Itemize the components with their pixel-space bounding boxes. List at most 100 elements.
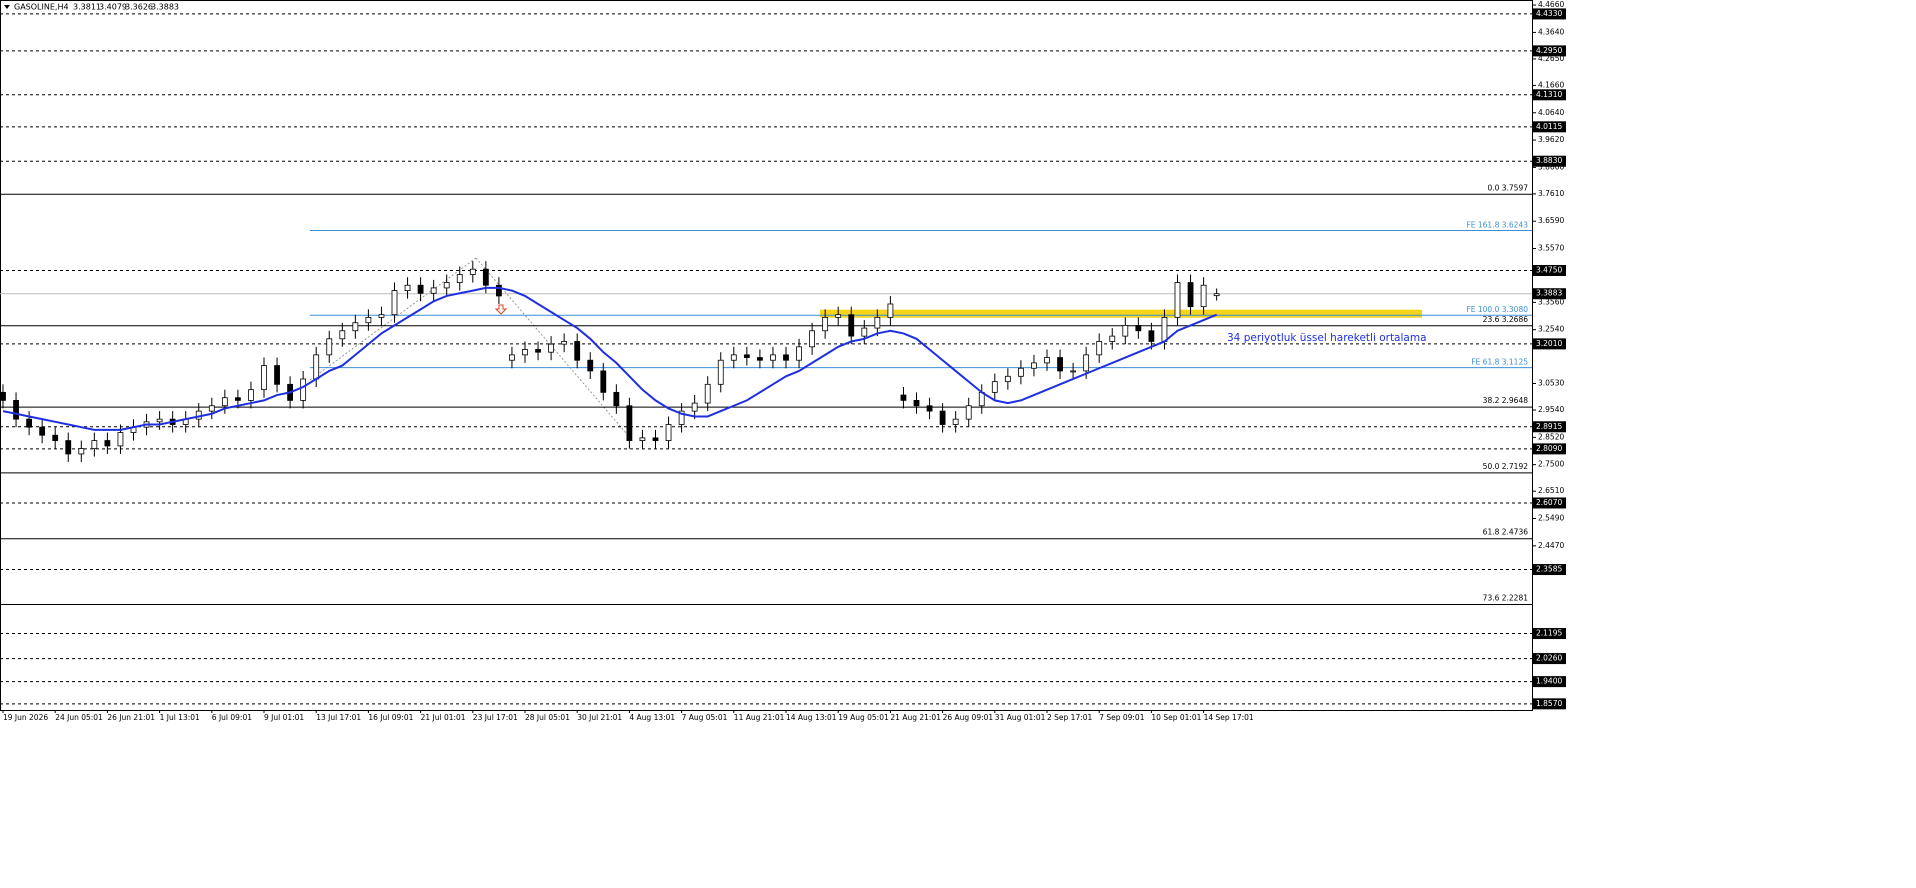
x-tick-label: 14 Aug 13:01	[786, 713, 837, 722]
x-tick-label: 19 Jun 2026	[3, 713, 48, 722]
level-box	[1533, 497, 1566, 509]
candle-body	[78, 448, 85, 455]
level-label: 3.3883	[1536, 289, 1562, 298]
candle-body	[1122, 325, 1129, 337]
x-tick-label: 11 Aug 21:01	[734, 713, 785, 722]
candle-body	[313, 354, 320, 380]
candle-body	[13, 399, 19, 420]
candle-body	[600, 370, 607, 393]
level-box	[1533, 653, 1566, 665]
level-label: 4.4330	[1536, 9, 1562, 18]
level-label: 3.8830	[1536, 156, 1562, 165]
y-tick-label: 4.1660	[1538, 80, 1564, 89]
candle-body	[326, 338, 333, 356]
candle-body	[1044, 357, 1050, 364]
candle-body	[443, 282, 450, 289]
y-tick-label: 2.4470	[1538, 541, 1564, 550]
candle-body	[1174, 282, 1181, 318]
level-label: 2.8090	[1536, 444, 1562, 453]
y-tick-label: 3.2540	[1538, 325, 1564, 334]
level-label: 2.6070	[1536, 498, 1562, 507]
x-tick-label: 2 Sep 17:01	[1047, 713, 1093, 722]
x-tick-label: 7 Aug 05:01	[682, 713, 728, 722]
candle-body	[574, 341, 581, 361]
level-label: 4.1310	[1536, 90, 1562, 99]
level-box	[1533, 89, 1566, 101]
candle-body	[757, 357, 763, 361]
candle-body	[482, 268, 489, 286]
level-label: 2.8915	[1536, 422, 1562, 431]
candle-body	[261, 365, 267, 391]
chart-title: GASOLINE,H4	[14, 3, 69, 12]
candle-body	[783, 354, 789, 361]
y-tick-label: 3.5570	[1538, 244, 1564, 253]
candle-body	[208, 405, 215, 412]
candle-body	[626, 405, 633, 441]
candle-body	[770, 354, 776, 361]
candle-body	[913, 399, 920, 407]
candle-body	[1135, 325, 1142, 332]
candle-body	[652, 437, 659, 441]
candle-body	[417, 284, 424, 294]
candle-body	[234, 397, 241, 401]
candle-body	[1004, 375, 1011, 383]
candle-body	[587, 359, 594, 372]
menu-icon	[4, 5, 10, 9]
candle-body	[1070, 370, 1076, 373]
level-label: 4.0115	[1536, 122, 1562, 131]
y-tick-label: 4.2650	[1538, 54, 1564, 63]
candle-body	[509, 354, 515, 361]
x-tick-label: 9 Jul 01:01	[264, 713, 304, 722]
level-label: 4.2950	[1536, 46, 1562, 55]
y-tick-label: 3.8600	[1538, 162, 1564, 171]
candle-body	[248, 389, 254, 401]
candle-body	[274, 365, 280, 385]
candle-body	[26, 418, 33, 428]
y-tick-label: 2.7500	[1538, 460, 1564, 469]
candle-body	[965, 405, 972, 420]
y-tick-label: 3.0530	[1538, 379, 1564, 388]
candle-body	[300, 378, 307, 401]
candle-body	[221, 397, 228, 407]
y-tick-label: 2.6510	[1538, 486, 1564, 495]
candle-body	[117, 432, 124, 447]
ohlc-open: 3.3811	[73, 3, 101, 12]
y-tick-label: 4.0640	[1538, 108, 1564, 117]
candle-body	[1200, 284, 1207, 308]
fe-label: FE 61.8 3.1125	[1471, 358, 1528, 367]
candle-body	[926, 405, 933, 412]
y-tick-label: 3.7610	[1538, 189, 1564, 198]
candle-body	[991, 381, 998, 393]
ema-line	[2, 286, 1218, 431]
x-tick-label: 13 Jul 17:01	[316, 713, 361, 722]
candle-body	[1109, 335, 1116, 342]
candle-body	[0, 391, 6, 401]
level-label: 2.1195	[1536, 629, 1562, 638]
x-tick-label: 21 Aug 21:01	[890, 713, 941, 722]
candle-body	[104, 440, 111, 447]
candle-body	[887, 303, 894, 318]
level-box	[1533, 698, 1566, 710]
y-tick-label: 4.3640	[1538, 27, 1564, 36]
candle-body	[717, 359, 724, 385]
ohlc-close: 3.3883	[151, 3, 179, 12]
y-tick-label: 4.4660	[1538, 0, 1564, 9]
candle-body	[613, 391, 620, 407]
level-box	[1533, 338, 1566, 350]
x-tick-label: 1 Jul 13:01	[160, 713, 200, 722]
fib-label: 73.6 2.2281	[1483, 593, 1529, 602]
level-box	[1533, 564, 1566, 576]
x-tick-label: 10 Sep 01:01	[1151, 713, 1201, 722]
candle-body	[378, 314, 385, 318]
candle-body	[691, 402, 698, 412]
ema-annotation: 34 periyotluk üssel hareketli ortalama	[1227, 332, 1427, 344]
level-box	[1533, 288, 1566, 300]
level-label: 1.9400	[1536, 677, 1562, 686]
level-box	[1533, 45, 1566, 57]
y-tick-label: 3.6590	[1538, 216, 1564, 225]
candle-body	[730, 354, 737, 361]
x-tick-label: 26 Aug 09:01	[943, 713, 994, 722]
x-tick-label: 14 Sep 17:01	[1204, 713, 1254, 722]
plot-frame	[0, 0, 1533, 711]
